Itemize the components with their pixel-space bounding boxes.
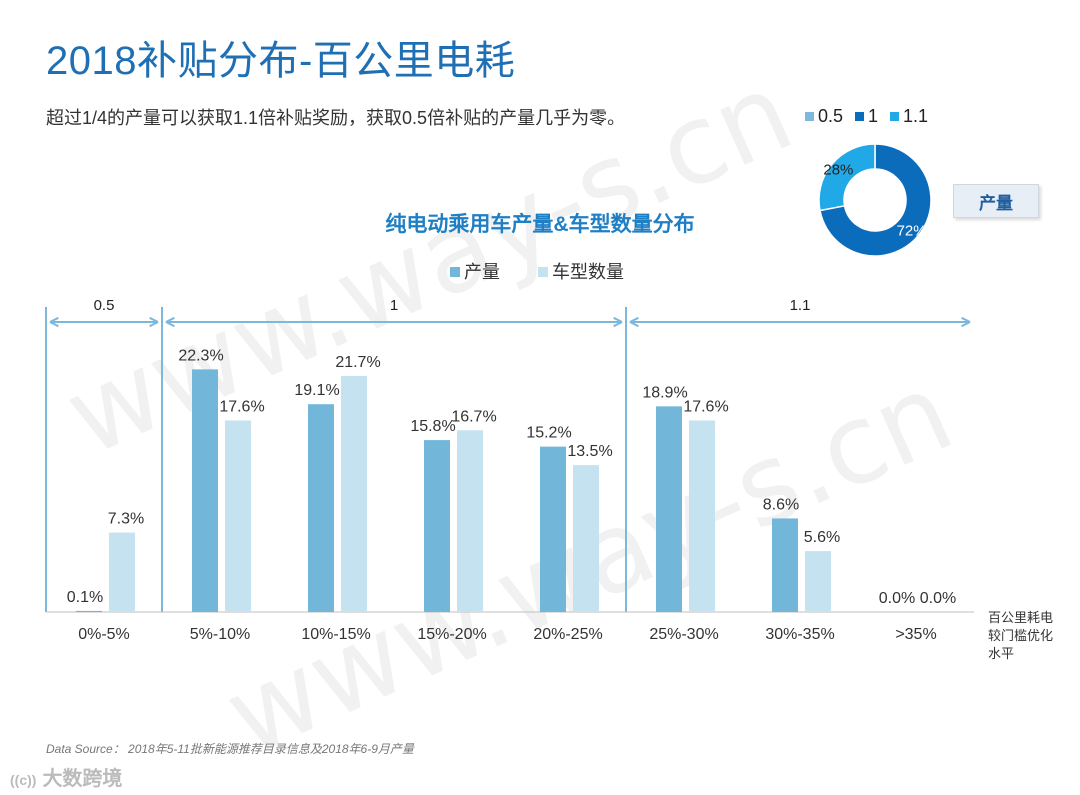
x-tick-label: 0%-5% bbox=[78, 626, 130, 643]
arrow-head-right bbox=[149, 316, 159, 328]
bar bbox=[540, 446, 566, 612]
donut-legend: 0.5 1 1.1 bbox=[805, 106, 928, 127]
bar bbox=[308, 404, 334, 612]
bar bbox=[573, 465, 599, 612]
bar bbox=[805, 551, 831, 612]
x-tick-label: 10%-15% bbox=[301, 626, 370, 643]
donut-legend-label: 1 bbox=[868, 106, 879, 126]
bar-value-label: 15.2% bbox=[526, 425, 571, 442]
arrow-head-left bbox=[629, 316, 639, 328]
bar bbox=[424, 440, 450, 612]
brand-icon: ((c)) bbox=[10, 772, 37, 788]
x-tick-label: 15%-20% bbox=[417, 626, 486, 643]
donut-legend-label: 0.5 bbox=[818, 106, 844, 126]
legend-swatch bbox=[538, 267, 548, 277]
bar bbox=[341, 375, 367, 612]
x-axis-title: 百公里耗电 bbox=[988, 610, 1053, 625]
arrow-head-left bbox=[49, 316, 59, 328]
subsidy-group-label: 1.1 bbox=[790, 297, 811, 314]
legend-swatch bbox=[450, 267, 460, 277]
bar-value-label: 19.1% bbox=[294, 382, 339, 399]
bar bbox=[225, 420, 251, 612]
x-tick-label: 25%-30% bbox=[649, 626, 718, 643]
donut-legend-item: 1 bbox=[855, 106, 878, 127]
bar-value-label: 13.5% bbox=[567, 443, 612, 460]
bar bbox=[192, 369, 218, 612]
donut-slice bbox=[819, 143, 932, 257]
subsidy-group-label: 0.5 bbox=[94, 297, 115, 314]
donut-slice bbox=[818, 143, 876, 212]
donut-legend-label: 1.1 bbox=[903, 106, 929, 126]
arrow-head-right bbox=[613, 316, 623, 328]
donut-slice-label: 72% bbox=[897, 222, 927, 239]
bar-value-label: 22.3% bbox=[178, 347, 223, 364]
brand-name: 大数跨境 bbox=[42, 768, 123, 790]
donut-chart: 72% 28% bbox=[818, 143, 932, 257]
x-tick-label: >35% bbox=[895, 626, 936, 643]
bar bbox=[76, 610, 102, 612]
legend-swatch bbox=[805, 112, 814, 121]
bar-value-label: 18.9% bbox=[642, 384, 687, 401]
bar-value-label: 0.1% bbox=[67, 589, 103, 606]
brand-logo: ((c)) 大数跨境 bbox=[10, 762, 122, 791]
bar bbox=[109, 532, 135, 612]
bar-value-label: 16.7% bbox=[451, 408, 496, 425]
donut-legend-item: 0.5 bbox=[805, 106, 843, 127]
bar-value-label: 0.0% bbox=[879, 590, 915, 607]
x-axis-title: 较门槛优化 bbox=[988, 628, 1053, 643]
donut-tag: 产量 bbox=[953, 184, 1039, 218]
chart-legend: 产量 车型数量 bbox=[450, 262, 624, 282]
bar-chart: 产量 车型数量 0.5 1 1.1 0.1% 7.3% 0%-5% 22.3% 17.6% 5%-1… bbox=[45, 262, 1053, 661]
donut-slice-label: 28% bbox=[823, 162, 853, 179]
arrow-head-left bbox=[165, 316, 175, 328]
x-tick-label: 20%-25% bbox=[533, 626, 602, 643]
chart-title: 纯电动乘用车产量&车型数量分布 bbox=[385, 213, 695, 236]
bar-value-label: 5.6% bbox=[804, 529, 840, 546]
page-title: 2018补贴分布-百公里电耗 bbox=[46, 39, 516, 83]
bar-value-label: 0.0% bbox=[920, 590, 956, 607]
donut-legend-item: 1.1 bbox=[890, 106, 928, 127]
page-subtitle: 超过1/4的产量可以获取1.1倍补贴奖励，获取0.5倍补贴的产量几乎为零。 bbox=[46, 108, 626, 128]
data-source: Data Source： 2018年5-11批新能源推荐目录信息及2018年6-… bbox=[46, 742, 414, 756]
legend-label: 产量 bbox=[464, 262, 500, 282]
bar-value-label: 21.7% bbox=[335, 354, 380, 371]
bar bbox=[656, 406, 682, 612]
x-axis-title: 水平 bbox=[988, 646, 1014, 661]
subsidy-group-label: 1 bbox=[390, 297, 398, 314]
legend-swatch bbox=[890, 112, 900, 121]
legend-label: 车型数量 bbox=[552, 262, 624, 282]
bar-value-label: 15.8% bbox=[410, 418, 455, 435]
bar bbox=[772, 518, 798, 612]
bar bbox=[689, 420, 715, 612]
bar-value-label: 8.6% bbox=[763, 496, 799, 513]
bar-value-label: 17.6% bbox=[219, 399, 264, 416]
arrow-head-right bbox=[961, 316, 971, 328]
x-tick-label: 30%-35% bbox=[765, 626, 834, 643]
bar bbox=[457, 430, 483, 612]
bar-value-label: 7.3% bbox=[108, 511, 144, 528]
legend-swatch bbox=[855, 112, 865, 121]
x-tick-label: 5%-10% bbox=[190, 626, 250, 643]
bar-value-label: 17.6% bbox=[683, 399, 728, 416]
